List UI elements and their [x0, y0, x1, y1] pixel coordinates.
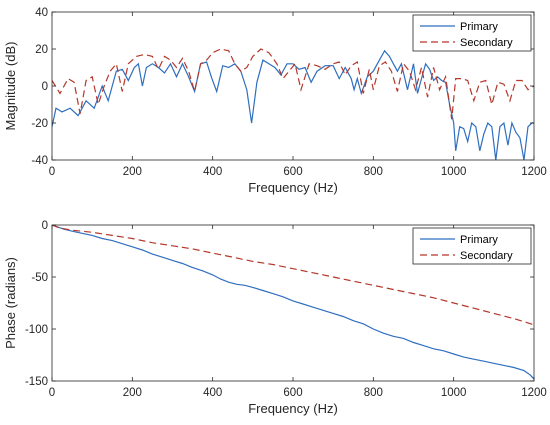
mag-y-tick-label: 0	[42, 81, 48, 93]
mag-series-secondary-line	[52, 48, 534, 120]
phase-y-axis-label: Phase (radians)	[3, 257, 18, 349]
mag-x-tick-label: 800	[364, 166, 383, 178]
phase-legend-box	[412, 227, 532, 265]
phase-legend-label-primary: Primary	[460, 234, 498, 246]
mag-y-tick-label: 20	[35, 44, 48, 56]
mag-x-tick-label: 1200	[521, 166, 547, 178]
mag-series-primary-line	[52, 49, 534, 160]
phase-series-primary-line	[52, 225, 534, 380]
mag-x-tick-label: 200	[123, 166, 142, 178]
phase-x-tick-label: 800	[364, 387, 383, 399]
mag-y-tick-label: 40	[35, 7, 48, 19]
phase-x-tick-label: 1200	[521, 387, 547, 399]
phase-x-axis-label: Frequency (Hz)	[248, 401, 338, 416]
phase-axes: 0 200 400 600 800 1000 1200 0 -50 -100 -150 Frequen…	[3, 220, 547, 416]
mag-legend: Primary Secondary	[412, 14, 532, 52]
phase-x-tick-label: 600	[283, 387, 302, 399]
mag-x-tick-label: 0	[49, 166, 55, 178]
mag-x-tick-label: 400	[203, 166, 222, 178]
phase-x-tick-label: 0	[49, 387, 55, 399]
mag-legend-box	[412, 14, 532, 52]
phase-x-tick-label: 200	[123, 387, 142, 399]
mag-axes: 0 200 400 600 800 1000 120040200-20-40Frequenc…	[3, 7, 547, 195]
mag-x-tick-label: 600	[283, 166, 302, 178]
mag-x-tick-label: 1000	[441, 166, 467, 178]
mag-y-tick-label: -40	[31, 155, 48, 167]
phase-x-tick-label: 1000	[441, 387, 467, 399]
mag-y-tick-label: -20	[31, 118, 48, 130]
phase-y-tick-label: -100	[25, 324, 48, 336]
phase-legend-label-secondary: Secondary	[460, 250, 513, 262]
phase-y-tick-label: -50	[31, 272, 48, 284]
phase-legend: Primary Secondary	[412, 227, 532, 265]
mag-y-axis-label: Magnitude (dB)	[3, 42, 18, 131]
mag-legend-label-secondary: Secondary	[460, 37, 513, 49]
phase-y-tick-label: 0	[42, 220, 48, 232]
phase-x-tick-label: 400	[203, 387, 222, 399]
mag-x-axis-label: Frequency (Hz)	[248, 180, 338, 195]
phase-series-secondary-line	[52, 225, 534, 326]
phase-y-tick-label: -150	[25, 376, 48, 388]
mag-legend-label-primary: Primary	[460, 21, 498, 33]
